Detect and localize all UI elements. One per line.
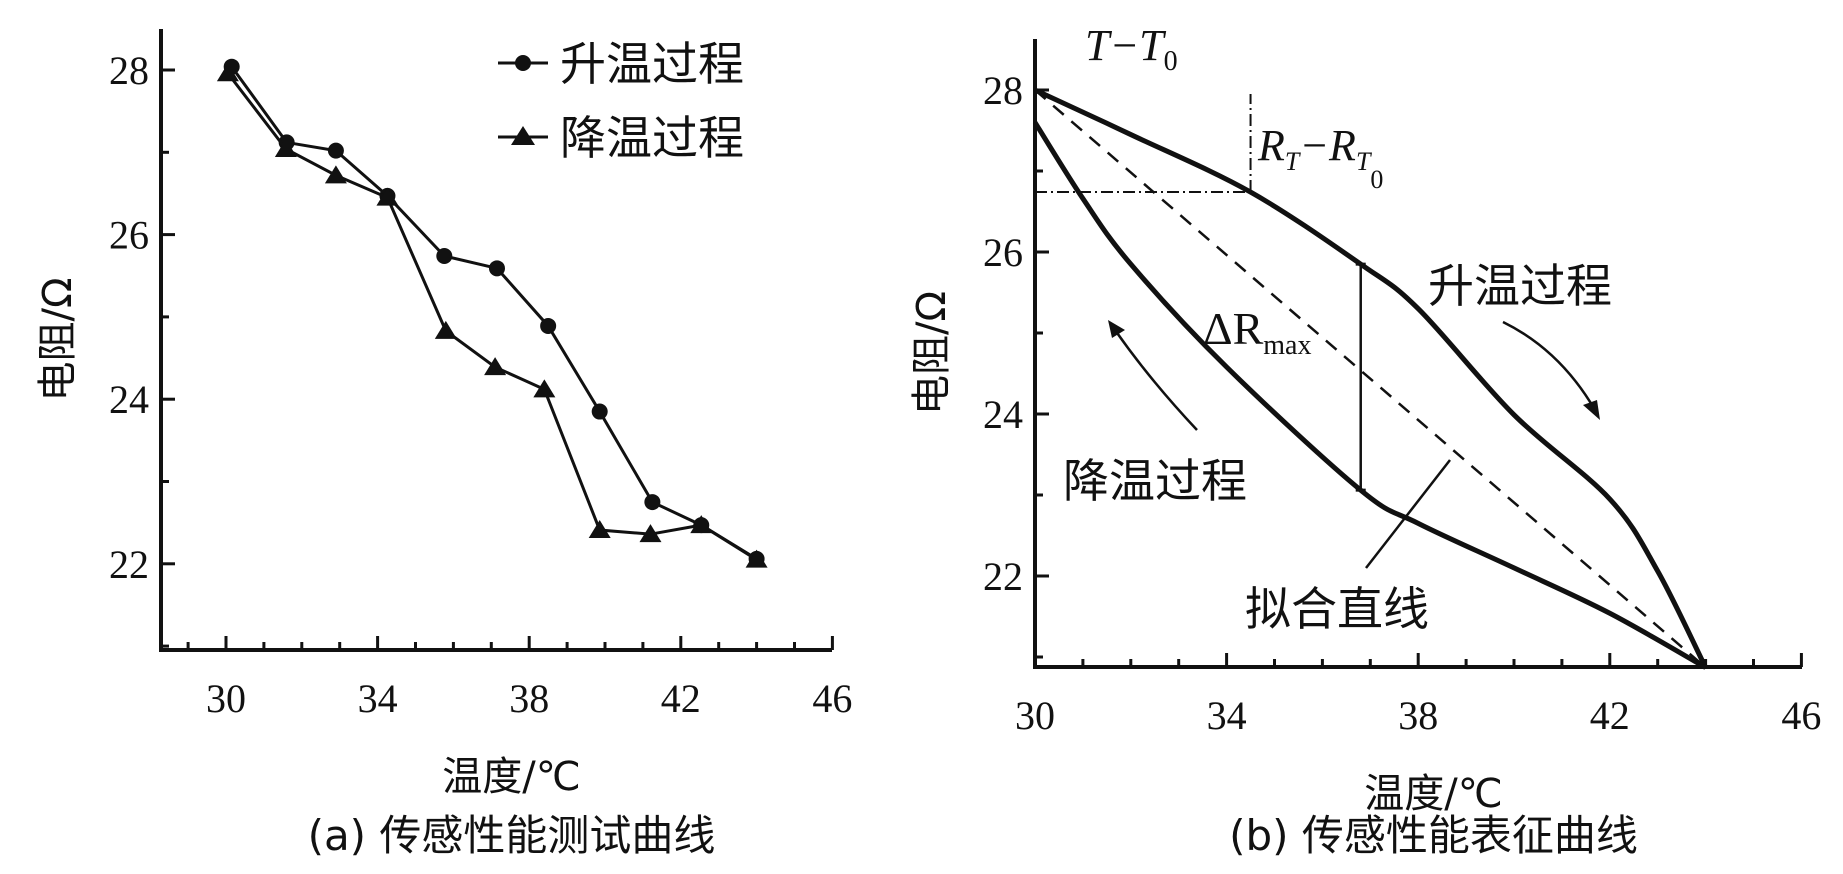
legend-marker-cooling (511, 126, 535, 145)
x-tick-label: 38 (509, 676, 549, 721)
x-tick-label: 46 (1781, 693, 1821, 738)
label-mid: −R (1299, 121, 1356, 170)
data-point-cooling (588, 520, 611, 539)
label-heating: 升温过程 (1428, 259, 1612, 313)
data-point-heating (644, 494, 661, 511)
axes (1033, 39, 1802, 669)
x-axis-label: 温度/℃ (442, 754, 580, 800)
label-cooling: 降温过程 (1063, 454, 1247, 508)
fitted-line-pointer (1365, 459, 1451, 569)
x-tick-label: 38 (1398, 693, 1438, 738)
y-tick-label: 24 (109, 377, 149, 422)
label-main: T−T (1085, 21, 1167, 70)
label-sub: 0 (1370, 165, 1383, 194)
data-point-cooling (216, 63, 239, 82)
x-tick-label: 42 (661, 676, 701, 721)
data-point-cooling (690, 515, 713, 534)
y-axis-label: 电阻/Ω (909, 291, 955, 415)
data-point-heating (540, 317, 557, 334)
panel-b-characterization-curve: 30 34 38 42 46 22 24 26 28 温度/℃ 电阻/Ω (b) 传感性能表征曲线 T−… (909, 21, 1821, 860)
y-tick-label: 22 (109, 542, 149, 587)
label-sub: T (1356, 147, 1372, 176)
fitted-line (1034, 89, 1707, 669)
data-point-heating (436, 247, 453, 264)
y-tick-label: 26 (983, 230, 1023, 275)
x-tick-label: 30 (206, 676, 246, 721)
y-axis-label: 电阻/Ω (35, 277, 81, 401)
curve-cooling (1032, 121, 1707, 670)
x-tick-label: 42 (1590, 693, 1630, 738)
data-point-cooling (533, 379, 556, 398)
x-tick-label: 34 (1207, 693, 1247, 738)
data-point-heating (488, 260, 505, 277)
label-sub: 0 (1164, 46, 1178, 77)
label-delta-r-max: ΔRmax (1203, 303, 1311, 361)
data-point-heating (327, 142, 344, 159)
panel-caption: (b) 传感性能表征曲线 (1229, 811, 1638, 860)
panel-caption: (a) 传感性能测试曲线 (308, 811, 716, 860)
data-point-cooling (376, 187, 399, 206)
label-sub: T (1285, 147, 1301, 176)
legend-label-cooling: 降温过程 (560, 111, 744, 165)
data-point-cooling (434, 320, 457, 339)
data-point-cooling (484, 357, 507, 376)
y-tick-label: 28 (109, 48, 149, 93)
y-tick-label: 24 (983, 392, 1023, 437)
y-tick-label: 26 (109, 213, 149, 258)
data-point-cooling (274, 139, 297, 158)
data-point-cooling (639, 524, 662, 543)
x-tick-label: 46 (812, 676, 852, 721)
x-axis-label: 温度/℃ (1364, 771, 1502, 817)
label-main: ΔR (1203, 303, 1264, 354)
panel-a-test-curve: 30 34 38 42 46 22 24 26 28 温度/℃ 电阻/Ω (a) 传感性能测试曲线 升温… (35, 29, 852, 860)
y-tick-label: 28 (983, 68, 1023, 113)
data-point-cooling (745, 549, 768, 568)
curve-heating (1033, 87, 1708, 669)
x-tick-label: 30 (1015, 693, 1055, 738)
label-main: R (1257, 121, 1285, 170)
label-fitted-line: 拟合直线 (1245, 582, 1429, 636)
label-rt-minus-rt0: RT−RT0 (1257, 121, 1383, 194)
data-point-cooling (324, 165, 347, 184)
label-t-minus-t0: T−T0 (1085, 21, 1178, 77)
x-tick-label: 34 (358, 676, 398, 721)
y-tick-label: 22 (983, 554, 1023, 599)
cooling-arrowhead-icon (1108, 320, 1125, 338)
legend-label-heating: 升温过程 (560, 37, 744, 91)
label-sub: max (1263, 330, 1311, 361)
heating-arrowhead-icon (1583, 400, 1600, 420)
heating-direction-arrow (1502, 320, 1597, 411)
cooling-direction-arrow (1113, 329, 1198, 431)
data-point-heating (591, 403, 608, 420)
legend-marker-heating (515, 55, 531, 71)
